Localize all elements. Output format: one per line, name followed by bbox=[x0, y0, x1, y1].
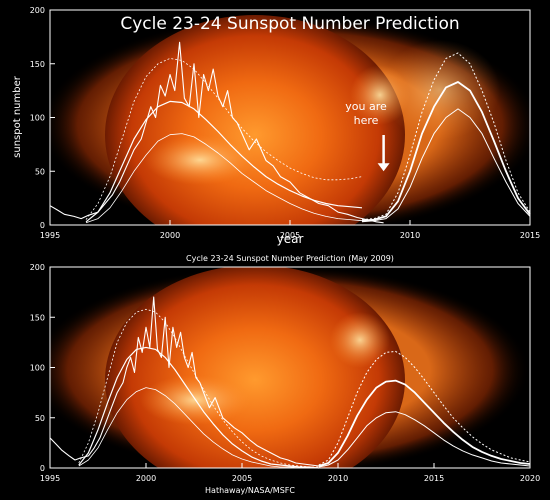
prediction-lower-0 bbox=[361, 108, 531, 223]
observed-series-1 bbox=[49, 296, 325, 467]
x-tick-label-1-0: 1995 bbox=[40, 474, 60, 483]
prediction-middle-0 bbox=[361, 81, 531, 222]
cycle23-fit-middle-1 bbox=[78, 346, 319, 469]
sun-background-top bbox=[50, 10, 530, 225]
y-tick-label-0-0: 0 bbox=[40, 221, 45, 230]
sun-background-bottom bbox=[50, 267, 530, 468]
observed-series-0 bbox=[49, 41, 384, 224]
y-tick-label-0-2: 100 bbox=[30, 114, 45, 123]
prediction-upper-1 bbox=[318, 350, 531, 466]
y-tick-label-0-3: 150 bbox=[30, 60, 45, 69]
cycle23-fit-lower-1 bbox=[78, 387, 319, 469]
prediction-middle-1 bbox=[318, 379, 531, 467]
y-tick-label-0-4: 200 bbox=[30, 6, 45, 15]
cycle23-fit-lower-0 bbox=[85, 133, 363, 224]
x-tick-label-1-3: 2010 bbox=[328, 474, 348, 483]
annotation-line2: here bbox=[354, 114, 379, 127]
x-tick-label-1-5: 2020 bbox=[520, 474, 540, 483]
chart-title-bottom: Cycle 23-24 Sunspot Number Prediction (M… bbox=[186, 254, 394, 263]
y-tick-label-1-2: 100 bbox=[30, 364, 45, 373]
you-are-here-annotation: you are here bbox=[345, 100, 387, 127]
x-tick-label-0-0: 1995 bbox=[40, 231, 60, 240]
x-tick-label-1-2: 2005 bbox=[232, 474, 252, 483]
cycle23-fit-upper-0 bbox=[85, 58, 363, 220]
x-tick-label-1-4: 2015 bbox=[424, 474, 444, 483]
x-tick-label-0-4: 2015 bbox=[520, 231, 540, 240]
annotation-arrow-head bbox=[377, 163, 390, 172]
annotation-line1: you are bbox=[345, 100, 387, 113]
credit-text: Hathaway/NASA/MSFC bbox=[205, 486, 295, 495]
y-tick-label-1-4: 200 bbox=[30, 263, 45, 272]
prediction-upper-0 bbox=[361, 52, 531, 221]
y-tick-label-1-0: 0 bbox=[40, 464, 45, 473]
cycle23-fit-middle-0 bbox=[85, 100, 363, 223]
x-tick-label-0-2: 2005 bbox=[280, 231, 300, 240]
chart-title-top: Cycle 23-24 Sunspot Number Prediction bbox=[120, 14, 459, 34]
y-tick-label-1-1: 50 bbox=[35, 414, 45, 423]
x-axis-label-top: year bbox=[277, 232, 304, 246]
y-axis-label-top: sunspot number bbox=[12, 75, 23, 158]
prediction-lower-1 bbox=[318, 411, 531, 468]
y-tick-label-0-1: 50 bbox=[35, 167, 45, 176]
y-tick-label-1-3: 150 bbox=[30, 313, 45, 322]
x-tick-label-0-1: 2000 bbox=[160, 231, 180, 240]
x-tick-label-0-3: 2010 bbox=[400, 231, 420, 240]
x-tick-label-1-1: 2000 bbox=[136, 474, 156, 483]
